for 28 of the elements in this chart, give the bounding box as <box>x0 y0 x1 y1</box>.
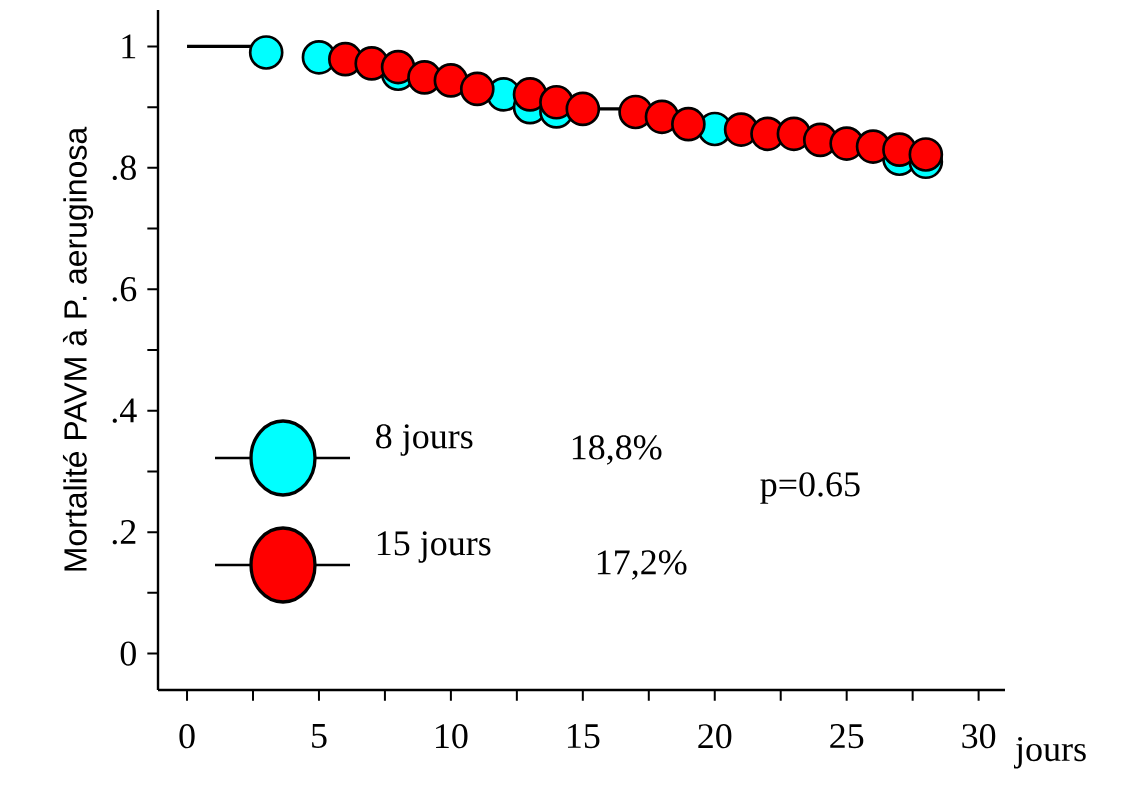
x-tick-label: 25 <box>830 724 864 749</box>
point <box>380 49 416 85</box>
y-axis-title: Mortalité PAVM à P. aeruginosa <box>62 126 94 571</box>
point <box>539 84 574 120</box>
y-tick-label: .2 <box>112 519 136 545</box>
y-tick-label: .8 <box>112 155 136 181</box>
legend-label: 8 jours <box>376 424 473 456</box>
point <box>908 137 944 172</box>
x-tick-label: 20 <box>698 724 732 749</box>
annotation: p=0.65 <box>760 472 860 504</box>
y-tick-label: .6 <box>112 277 137 302</box>
x-tick-label: 0 <box>179 724 195 749</box>
x-tick-label: 10 <box>436 724 468 749</box>
annotation: 17,2% <box>597 550 687 580</box>
x-tick-label: 5 <box>312 724 327 748</box>
y-tick-label: .4 <box>112 398 137 423</box>
point <box>248 35 284 70</box>
annotation: 18,8% <box>572 435 662 465</box>
y-tick-label: 1 <box>122 34 136 59</box>
x-tick-label: 30 <box>962 724 996 749</box>
point <box>459 71 495 107</box>
y-tick-label: 0 <box>120 641 136 666</box>
x-axis-title: jours <box>1014 737 1086 769</box>
x-tick-label: 15 <box>567 724 600 749</box>
point <box>671 106 706 142</box>
point <box>565 91 601 127</box>
legend-label: 15 jours <box>377 531 491 563</box>
point <box>433 63 469 98</box>
